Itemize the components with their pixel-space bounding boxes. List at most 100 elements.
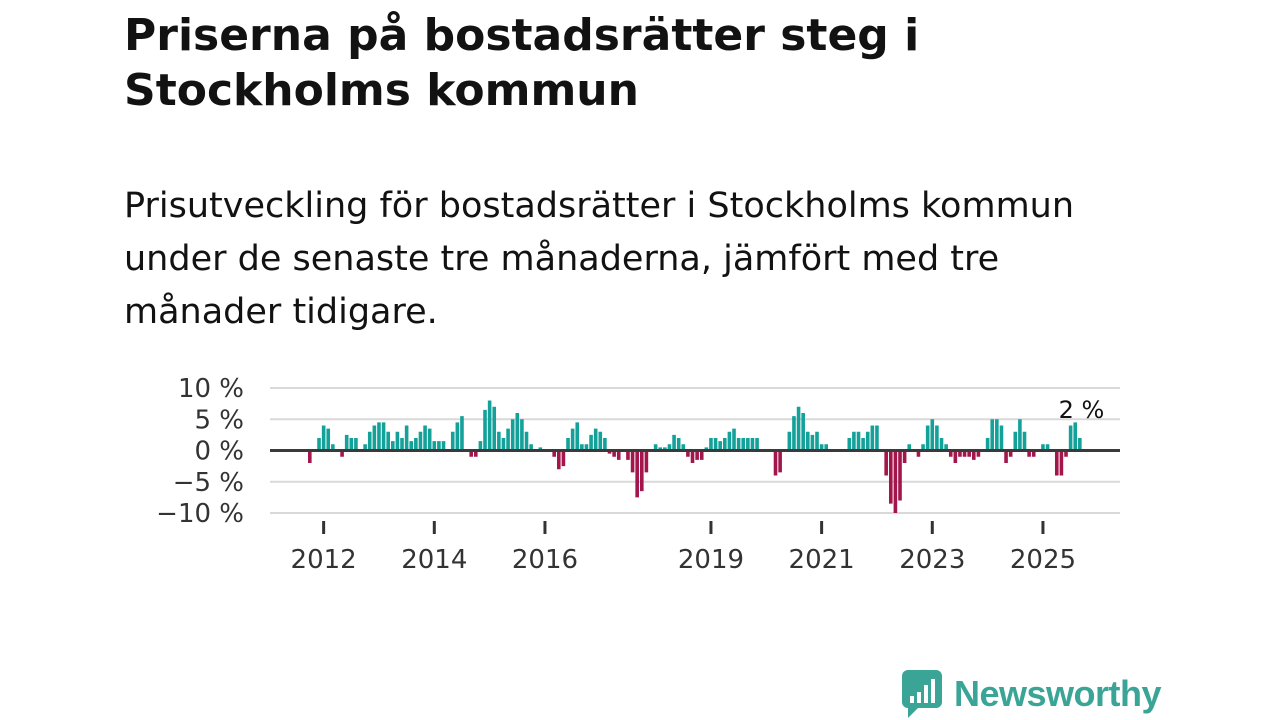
bar (663, 447, 667, 451)
bar (815, 431, 819, 451)
bar (773, 450, 778, 476)
bar (916, 450, 921, 457)
bar (907, 444, 912, 451)
bar (898, 450, 902, 501)
bar (321, 425, 326, 451)
bar (381, 422, 386, 451)
bar (686, 450, 690, 457)
x-tick-label: 2012 (291, 545, 357, 575)
y-tick-label: −5 % (173, 468, 244, 498)
x-tick-label: 2019 (678, 545, 744, 575)
bar (377, 422, 381, 451)
chart-title: Priserna på bostadsrätter steg i Stockho… (124, 10, 920, 116)
bar (497, 431, 501, 451)
bar (861, 438, 865, 451)
x-tick-label: 2014 (401, 545, 467, 575)
bar (552, 450, 556, 457)
bar (732, 428, 736, 451)
bar (455, 422, 460, 451)
bar (644, 450, 649, 473)
bar (699, 450, 704, 460)
x-tick-label: 2021 (789, 545, 855, 575)
bar (1073, 422, 1078, 451)
bar (1068, 425, 1073, 451)
bar (524, 431, 529, 451)
bar (414, 438, 418, 451)
bar (501, 438, 506, 451)
bar (1004, 450, 1008, 463)
bar (741, 438, 746, 451)
bar (331, 444, 335, 451)
bar (792, 416, 796, 451)
chart-subtitle: Prisutveckling för bostadsrätter i Stock… (124, 186, 1075, 332)
bar (787, 431, 792, 451)
bar (630, 450, 635, 473)
last-value-label: 2 % (1059, 396, 1105, 424)
bar (1013, 431, 1018, 451)
bar (805, 431, 810, 451)
bar (556, 450, 561, 470)
bar (450, 431, 455, 451)
bar (469, 450, 473, 457)
bar (404, 425, 409, 451)
bar (870, 425, 875, 451)
bar (510, 419, 515, 451)
y-tick-label: −10 % (156, 499, 244, 529)
brand-logo: Newsworthy (902, 668, 1162, 720)
bar (1064, 450, 1068, 457)
bar (593, 428, 598, 451)
bar (635, 450, 639, 498)
bar (667, 444, 672, 451)
bar (506, 428, 510, 451)
bar (441, 441, 446, 451)
bar (1045, 444, 1050, 451)
bar (819, 444, 824, 451)
y-tick-label: 5 % (194, 405, 244, 435)
bar (824, 444, 829, 451)
bar (778, 450, 782, 473)
bar (852, 431, 856, 451)
bar (538, 447, 543, 451)
bar (750, 438, 755, 451)
bar (962, 450, 967, 457)
bar (884, 450, 888, 476)
bar (1031, 450, 1036, 457)
bar (473, 450, 478, 457)
bar (1027, 450, 1031, 457)
y-tick-label: 0 % (194, 437, 244, 467)
bar (847, 438, 852, 451)
bar (902, 450, 907, 463)
bar (589, 434, 593, 451)
newsworthy-logo-icon (902, 670, 942, 718)
bar (727, 431, 732, 451)
bar (958, 450, 962, 457)
bar (672, 434, 676, 451)
bar (386, 431, 390, 451)
bar (575, 422, 580, 451)
bar (810, 434, 815, 451)
bar (492, 406, 497, 451)
y-tick-label: 10 % (178, 374, 244, 404)
bar (948, 450, 953, 457)
bar (308, 450, 312, 463)
bar (427, 428, 432, 451)
bar (340, 450, 344, 457)
bar (935, 425, 939, 451)
bar (1078, 438, 1082, 451)
bar (930, 419, 935, 451)
bar (626, 450, 630, 460)
bar (395, 431, 400, 451)
bar (690, 450, 695, 463)
bar (1022, 431, 1027, 451)
bar (520, 419, 524, 451)
bar (967, 450, 971, 457)
bar-chart: 10 %5 %0 %−5 %−10 % 2012 2014 2016 2019 2021 2… (156, 374, 1120, 575)
bar (939, 438, 944, 451)
bar (875, 425, 879, 451)
bar (612, 450, 616, 457)
bar (704, 447, 709, 451)
x-tick-label: 2016 (512, 545, 578, 575)
bar (515, 413, 520, 451)
bar (985, 438, 990, 451)
bar (561, 450, 566, 467)
